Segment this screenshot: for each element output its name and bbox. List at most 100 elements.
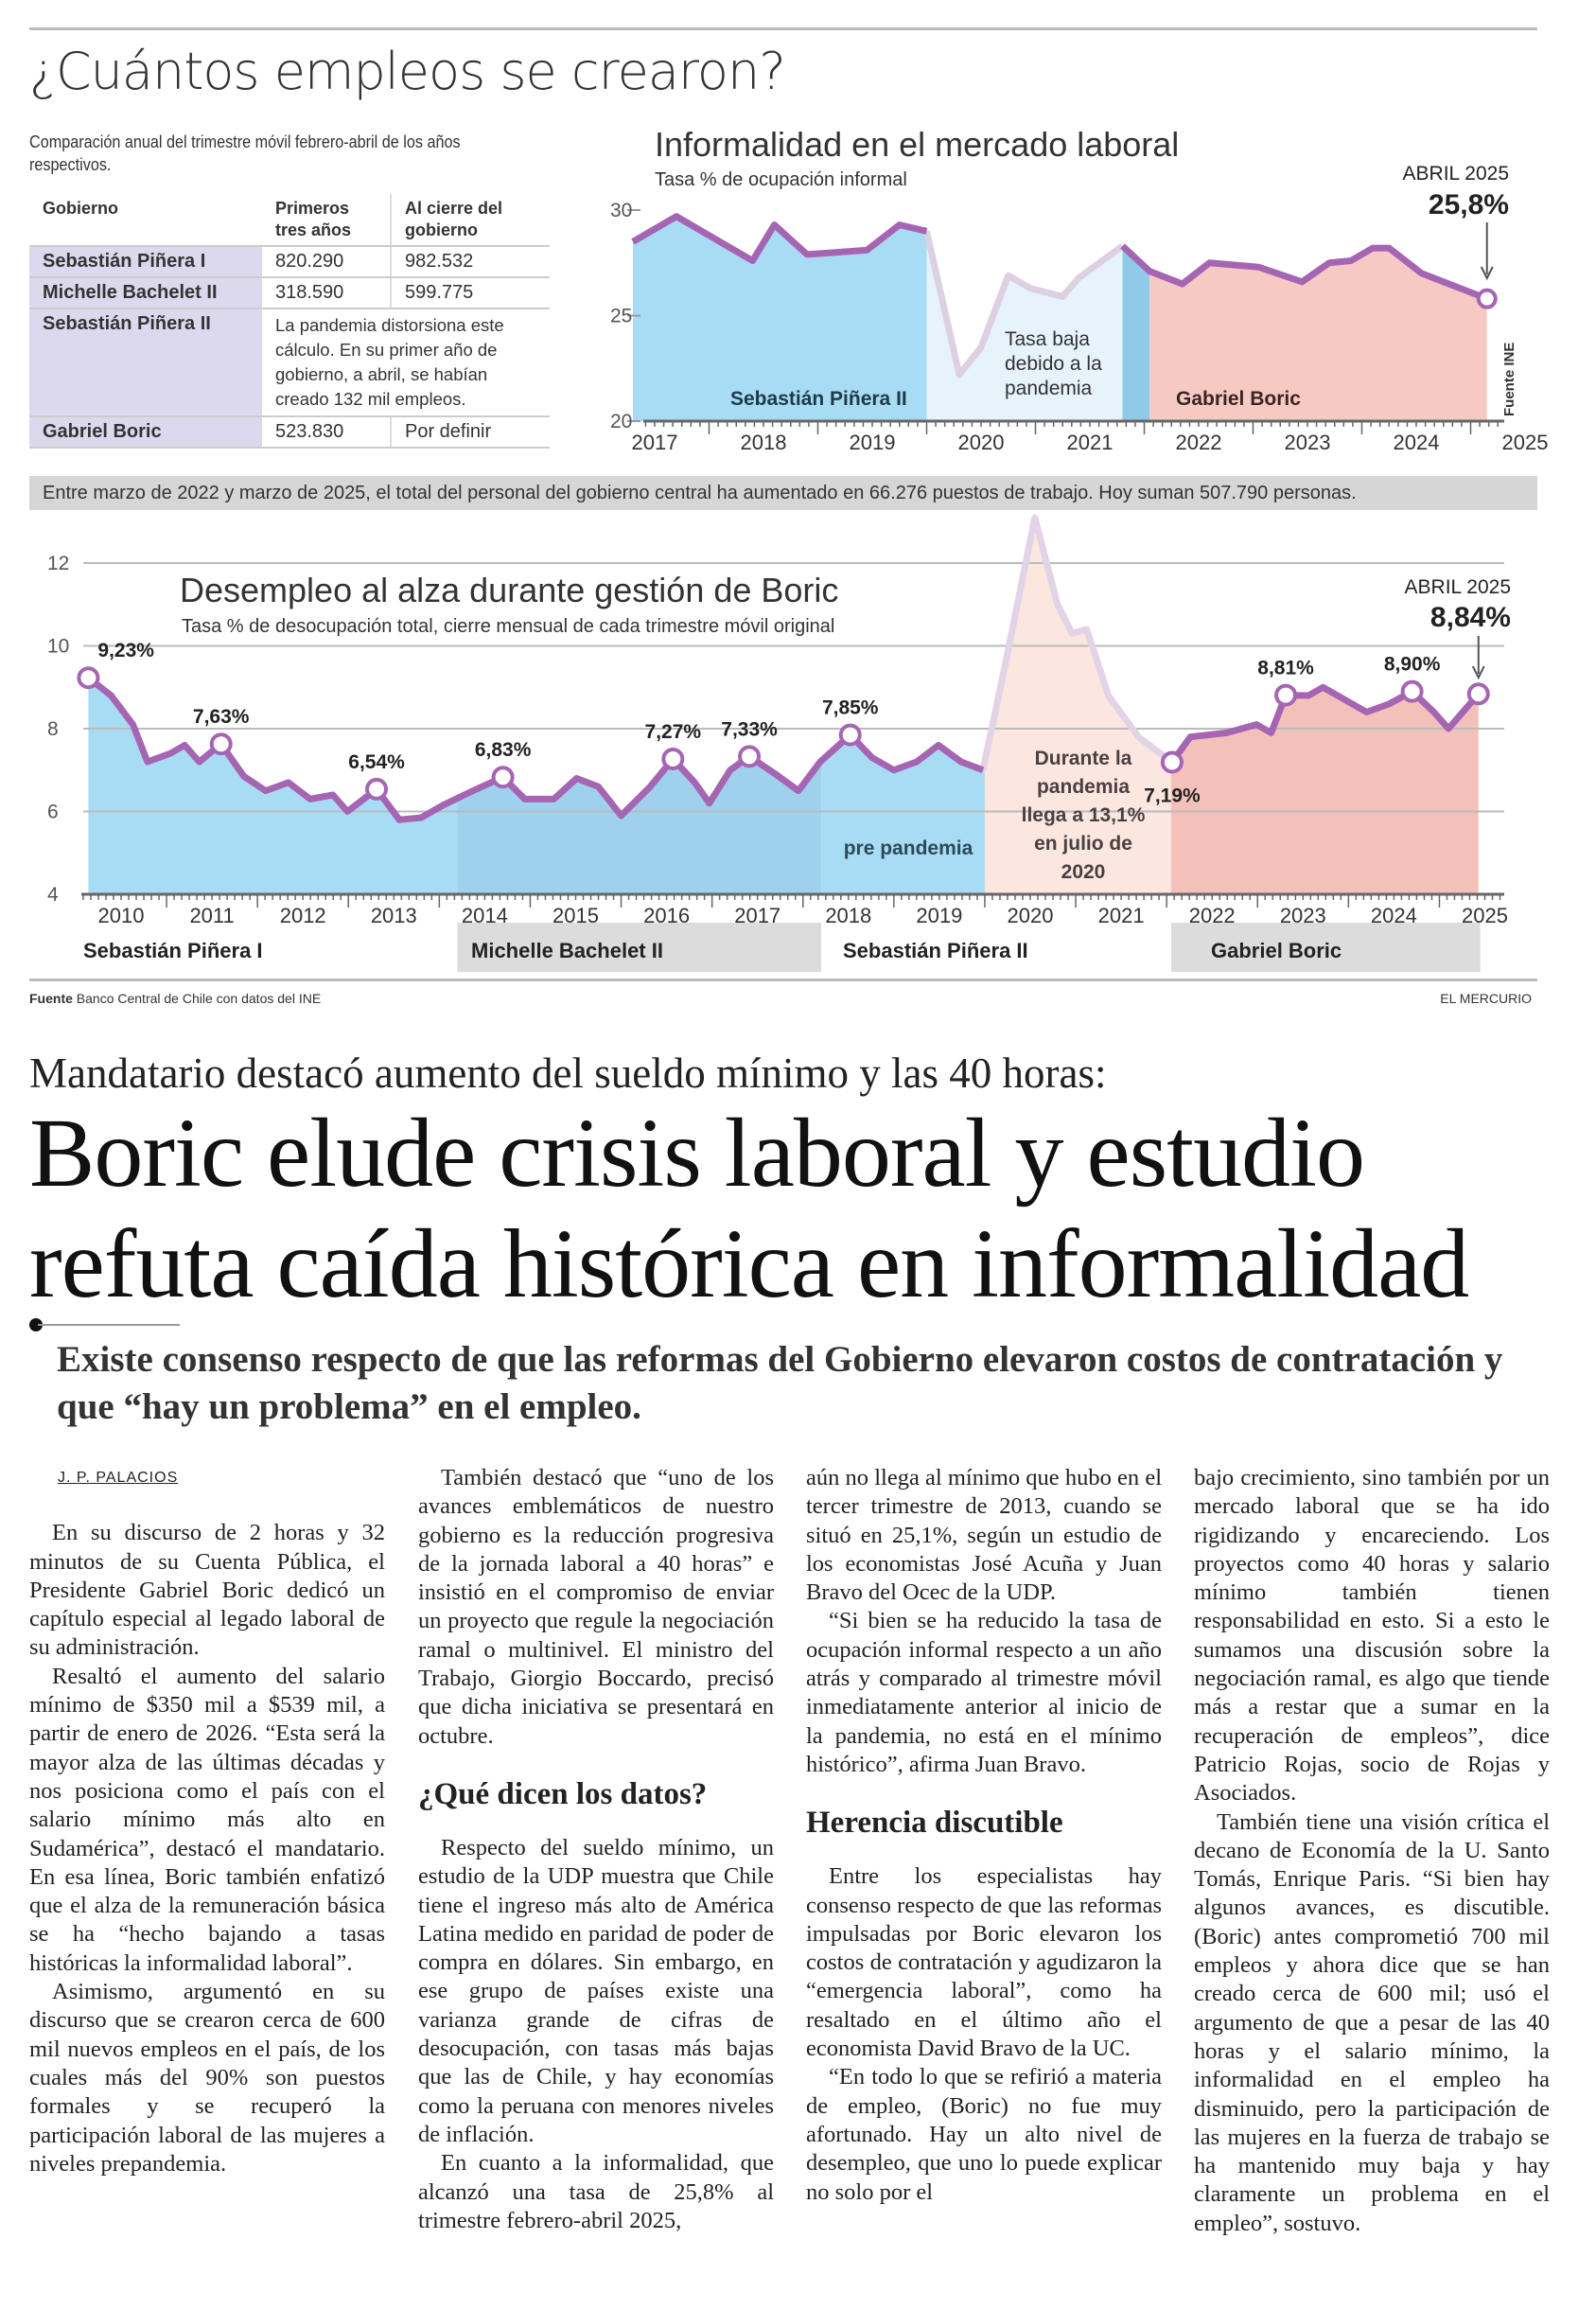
paragraph: También tiene una visión crítica el deca… bbox=[1194, 1808, 1550, 2236]
x-tick-label: 2018 bbox=[825, 904, 871, 927]
paragraph: “Si bien se ha reducido la tasa de ocupa… bbox=[806, 1608, 1162, 1777]
paragraph: “En todo lo que se refirió a materia de … bbox=[806, 2064, 1162, 2205]
data-point-marker bbox=[77, 666, 100, 690]
article-column-1: J. P. PALACIOS En su discurso de 2 horas … bbox=[29, 1464, 385, 2178]
table-row: Sebastián Piñera II La pandemia distorsi… bbox=[29, 309, 550, 417]
table-row: Sebastián Piñera I 820.290 982.532 bbox=[29, 246, 550, 278]
cell-cierre: Por definir bbox=[390, 416, 550, 449]
cell-primeros: 523.830 bbox=[262, 416, 391, 449]
y-tick-label: 6 bbox=[47, 802, 59, 823]
data-label: 8,90% bbox=[1384, 654, 1441, 676]
series-line bbox=[1169, 683, 1482, 765]
article-column-2: También destacó que “uno de los avances … bbox=[418, 1464, 774, 2235]
cell-note: La pandemia distorsiona este cálculo. En… bbox=[262, 309, 550, 417]
x-tick-label: 2021 bbox=[1067, 431, 1114, 454]
y-tick-label: 4 bbox=[47, 884, 59, 906]
pandemic-series-line bbox=[923, 230, 1125, 379]
data-point-marker bbox=[491, 766, 515, 789]
x-tick-label: 2022 bbox=[1176, 431, 1222, 454]
government-label: Gabriel Boric bbox=[1211, 939, 1342, 962]
info-banner: Entre marzo de 2022 y marzo de 2025, el … bbox=[29, 476, 1537, 510]
svg-text:2020: 2020 bbox=[1061, 861, 1106, 883]
paragraph: En su discurso de 2 horas y 32 minutos d… bbox=[29, 1520, 385, 1661]
cell-gobierno: Michelle Bachelet II bbox=[29, 277, 262, 309]
y-tick-label: 25 bbox=[610, 306, 632, 327]
table-header-row: Gobierno Primeros tres años Al cierre de… bbox=[29, 194, 550, 247]
byline: J. P. PALACIOS bbox=[58, 1470, 179, 1486]
region-fill bbox=[1149, 216, 1487, 421]
x-tick-label: 2020 bbox=[958, 431, 1005, 454]
data-point-marker bbox=[1160, 750, 1184, 774]
paragraph: bajo crecimiento, sino también por un me… bbox=[1194, 1465, 1550, 1807]
chart-title: Informalidad en el mercado laboral bbox=[655, 125, 1179, 164]
col-header: Gobierno bbox=[29, 194, 262, 247]
source-note: Fuente Banco Central de Chile con datos … bbox=[29, 991, 321, 1006]
data-label: 7,27% bbox=[645, 721, 702, 743]
article-headline: Boric elude crisis laboral y estudio ref… bbox=[29, 1099, 1469, 1318]
chart-source: Fuente INE bbox=[1501, 343, 1517, 416]
paragraph: Asimismo, argumentó en su discurso que s… bbox=[29, 1979, 385, 2177]
government-label: Michelle Bachelet II bbox=[471, 939, 663, 962]
paragraph: Resaltó el aumento del salario mínimo de… bbox=[29, 1663, 385, 1976]
svg-text:pandemia: pandemia bbox=[1037, 776, 1130, 798]
y-tick-label: 10 bbox=[47, 636, 69, 658]
x-tick-label: 2020 bbox=[1008, 904, 1054, 927]
chart-title: Desempleo al alza durante gestión de Bor… bbox=[180, 571, 838, 609]
data-label: 7,19% bbox=[1144, 785, 1201, 806]
jobs-table: Gobierno Primeros tres años Al cierre de… bbox=[29, 194, 550, 449]
data-point-marker bbox=[738, 745, 762, 768]
x-tick-label: 2017 bbox=[632, 431, 678, 454]
svg-text:Durante la: Durante la bbox=[1035, 748, 1132, 769]
pandemic-annotation-2: debido a la bbox=[1005, 353, 1102, 375]
x-tick-label: 2013 bbox=[371, 904, 417, 927]
paragraph: aún no llega al mínimo que hubo en el te… bbox=[806, 1465, 1162, 1606]
col-header: Al cierre del gobierno bbox=[390, 194, 550, 247]
x-tick-label: 2010 bbox=[98, 904, 145, 927]
data-point-marker bbox=[365, 777, 389, 801]
col-header: Primeros tres años bbox=[262, 194, 391, 247]
article-kicker: Mandatario destacó aumento del sueldo mí… bbox=[29, 1049, 1107, 1097]
y-tick-label: 12 bbox=[47, 553, 69, 574]
data-point-marker bbox=[209, 732, 233, 756]
series-line bbox=[631, 213, 928, 265]
chart-bottom-rule bbox=[29, 979, 1537, 981]
paragraph: Respecto del sueldo mínimo, un estudio d… bbox=[418, 1834, 774, 2147]
data-point-marker bbox=[1400, 679, 1424, 703]
table-row: Michelle Bachelet II 318.590 599.775 bbox=[29, 277, 550, 309]
article-column-4: bajo crecimiento, sino también por un me… bbox=[1194, 1464, 1550, 2238]
arrow-head-icon bbox=[1480, 266, 1494, 281]
data-label: 6,54% bbox=[348, 751, 405, 773]
source-label: Fuente bbox=[29, 991, 73, 1006]
table-row: Gabriel Boric 523.830 Por definir bbox=[29, 416, 550, 449]
source-text: Banco Central de Chile con datos del INE bbox=[76, 991, 322, 1006]
cell-primeros: 820.290 bbox=[262, 246, 391, 278]
section-heading: ¿Qué dicen los datos? bbox=[418, 1776, 708, 1811]
government-box bbox=[1170, 923, 1481, 972]
series-line bbox=[1120, 243, 1489, 302]
data-label: 6,83% bbox=[475, 739, 532, 761]
government-box bbox=[457, 923, 821, 972]
callout-value: 8,84% bbox=[1430, 602, 1511, 633]
table-note: Comparación anual del trimestre móvil fe… bbox=[29, 132, 461, 174]
x-tick-label: 2023 bbox=[1285, 431, 1331, 454]
data-label: 7,63% bbox=[193, 706, 250, 728]
government-label: Sebastián Piñera II bbox=[843, 939, 1028, 962]
publisher-mark: EL MERCURIO bbox=[1440, 991, 1532, 1006]
data-point-marker bbox=[1274, 683, 1298, 707]
x-tick-label: 2021 bbox=[1098, 904, 1145, 927]
top-rule bbox=[29, 27, 1537, 30]
callout-label: ABRIL 2025 bbox=[1403, 163, 1509, 185]
cell-cierre: 982.532 bbox=[390, 246, 550, 278]
callout-value: 25,8% bbox=[1429, 189, 1509, 220]
data-point-marker bbox=[838, 723, 862, 747]
callout-label: ABRIL 2025 bbox=[1405, 576, 1511, 598]
x-tick-label: 2011 bbox=[189, 904, 234, 927]
region-fill bbox=[1122, 216, 1150, 421]
y-tick-label: 30 bbox=[610, 200, 632, 221]
subhead-rule bbox=[38, 1324, 180, 1326]
paragraph: También destacó que “uno de los avances … bbox=[418, 1465, 774, 1749]
